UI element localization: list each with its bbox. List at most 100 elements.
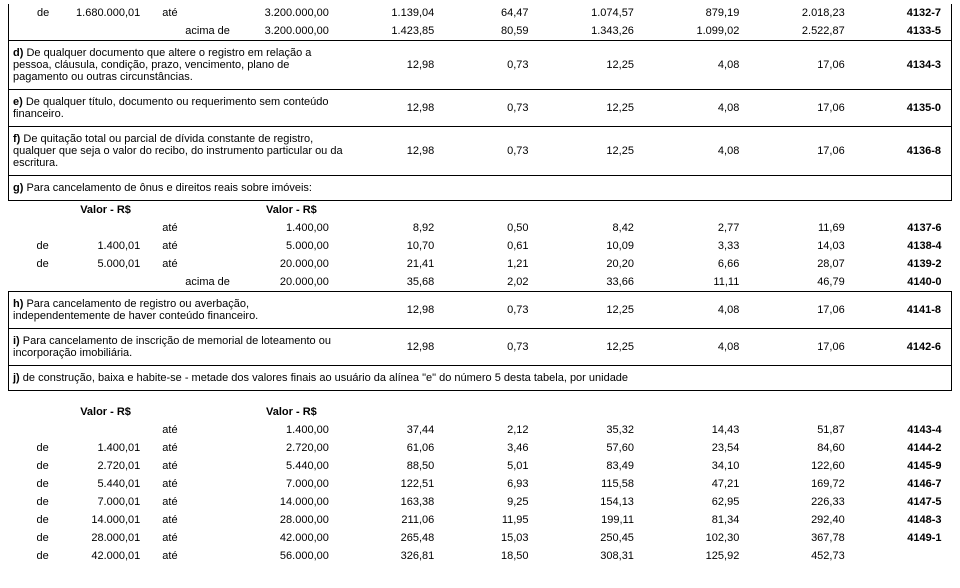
col-3: 308,31 (547, 547, 652, 565)
range-from (53, 22, 158, 41)
label-ate: até (158, 219, 236, 237)
col-3: 154,13 (547, 493, 652, 511)
col-1: 12,98 (347, 41, 452, 90)
col-2: 15,03 (452, 529, 546, 547)
col-5: 452,73 (757, 547, 862, 565)
table-row: e) De qualquer título, documento ou requ… (9, 90, 952, 127)
code: 4140-0 (863, 273, 952, 292)
label-de (9, 421, 53, 439)
col-2: 2,12 (452, 421, 546, 439)
fee-table: de1.680.000,01até3.200.000,001.139,0464,… (8, 4, 952, 565)
code: 4144-2 (863, 439, 952, 457)
label-ate: até (158, 421, 236, 439)
label-de: de (9, 511, 53, 529)
col-1: 12,98 (347, 90, 452, 127)
col-1: 10,70 (347, 237, 452, 255)
range-to: 3.200.000,00 (236, 4, 347, 22)
col-3: 1.343,26 (547, 22, 652, 41)
label-de (9, 273, 53, 292)
col-3: 12,25 (547, 41, 652, 90)
col-5: 51,87 (757, 421, 862, 439)
col-5: 17,06 (757, 329, 862, 366)
label-ate: acima de (158, 273, 236, 292)
table-row: acima de3.200.000,001.423,8580,591.343,2… (9, 22, 952, 41)
col-2: 2,02 (452, 273, 546, 292)
item-description: f) De quitação total ou parcial de dívid… (9, 127, 347, 176)
code: 4146-7 (863, 475, 952, 493)
col-header-valor: Valor - R$ (236, 201, 347, 220)
code: 4134-3 (863, 41, 952, 90)
range-from (53, 421, 158, 439)
label-ate: até (158, 493, 236, 511)
range-to: 42.000,00 (236, 529, 347, 547)
col-1: 61,06 (347, 439, 452, 457)
table-row: f) De quitação total ou parcial de dívid… (9, 127, 952, 176)
col-5: 169,72 (757, 475, 862, 493)
label-ate: até (158, 237, 236, 255)
label-de: de (9, 529, 53, 547)
col-1: 21,41 (347, 255, 452, 273)
col-2: 64,47 (452, 4, 546, 22)
code: 4139-2 (863, 255, 952, 273)
col-1: 35,68 (347, 273, 452, 292)
code: 4142-6 (863, 329, 952, 366)
col-header-valor: Valor - R$ (53, 403, 158, 421)
code: 4136-8 (863, 127, 952, 176)
col-2: 5,01 (452, 457, 546, 475)
code: 4145-9 (863, 457, 952, 475)
col-4: 4,08 (652, 292, 757, 329)
label-de: de (9, 547, 53, 565)
code (863, 547, 952, 565)
label-de: de (9, 493, 53, 511)
col-3: 20,20 (547, 255, 652, 273)
col-4: 23,54 (652, 439, 757, 457)
col-4: 4,08 (652, 127, 757, 176)
range-to: 20.000,00 (236, 273, 347, 292)
range-to: 1.400,00 (236, 219, 347, 237)
label-ate: acima de (158, 22, 236, 41)
label-de: de (9, 255, 53, 273)
col-4: 14,43 (652, 421, 757, 439)
col-3: 12,25 (547, 329, 652, 366)
label-de: de (9, 4, 53, 22)
table-row: acima de20.000,0035,682,0233,6611,1146,7… (9, 273, 952, 292)
range-from: 1.680.000,01 (53, 4, 158, 22)
range-to: 5.440,00 (236, 457, 347, 475)
col-header-valor: Valor - R$ (236, 403, 347, 421)
section-header: g) Para cancelamento de ônus e direitos … (9, 176, 952, 201)
col-5: 2.018,23 (757, 4, 862, 22)
col-2: 9,25 (452, 493, 546, 511)
col-3: 10,09 (547, 237, 652, 255)
table-row: de2.720,01até5.440,0088,505,0183,4934,10… (9, 457, 952, 475)
col-4: 879,19 (652, 4, 757, 22)
label-ate: até (158, 475, 236, 493)
item-description: d) De qualquer documento que altere o re… (9, 41, 347, 90)
col-2: 18,50 (452, 547, 546, 565)
table-row: de14.000,01até28.000,00211,0611,95199,11… (9, 511, 952, 529)
col-5: 14,03 (757, 237, 862, 255)
col-2: 0,73 (452, 41, 546, 90)
col-3: 35,32 (547, 421, 652, 439)
col-2: 3,46 (452, 439, 546, 457)
table-row: i) Para cancelamento de inscrição de mem… (9, 329, 952, 366)
col-3: 12,25 (547, 292, 652, 329)
range-to: 20.000,00 (236, 255, 347, 273)
item-description: i) Para cancelamento de inscrição de mem… (9, 329, 347, 366)
table-row: Valor - R$ Valor - R$ (9, 403, 952, 421)
range-from: 5.000,01 (53, 255, 158, 273)
col-1: 1.139,04 (347, 4, 452, 22)
col-4: 6,66 (652, 255, 757, 273)
col-4: 47,21 (652, 475, 757, 493)
table-row: até1.400,008,920,508,422,7711,694137-6 (9, 219, 952, 237)
col-4: 81,34 (652, 511, 757, 529)
col-5: 367,78 (757, 529, 862, 547)
col-3: 199,11 (547, 511, 652, 529)
col-4: 4,08 (652, 329, 757, 366)
table-row: de28.000,01até42.000,00265,4815,03250,45… (9, 529, 952, 547)
col-1: 12,98 (347, 127, 452, 176)
col-2: 0,61 (452, 237, 546, 255)
col-3: 1.074,57 (547, 4, 652, 22)
code: 4143-4 (863, 421, 952, 439)
table-row: j) de construção, baixa e habite-se - me… (9, 366, 952, 391)
label-ate: até (158, 511, 236, 529)
